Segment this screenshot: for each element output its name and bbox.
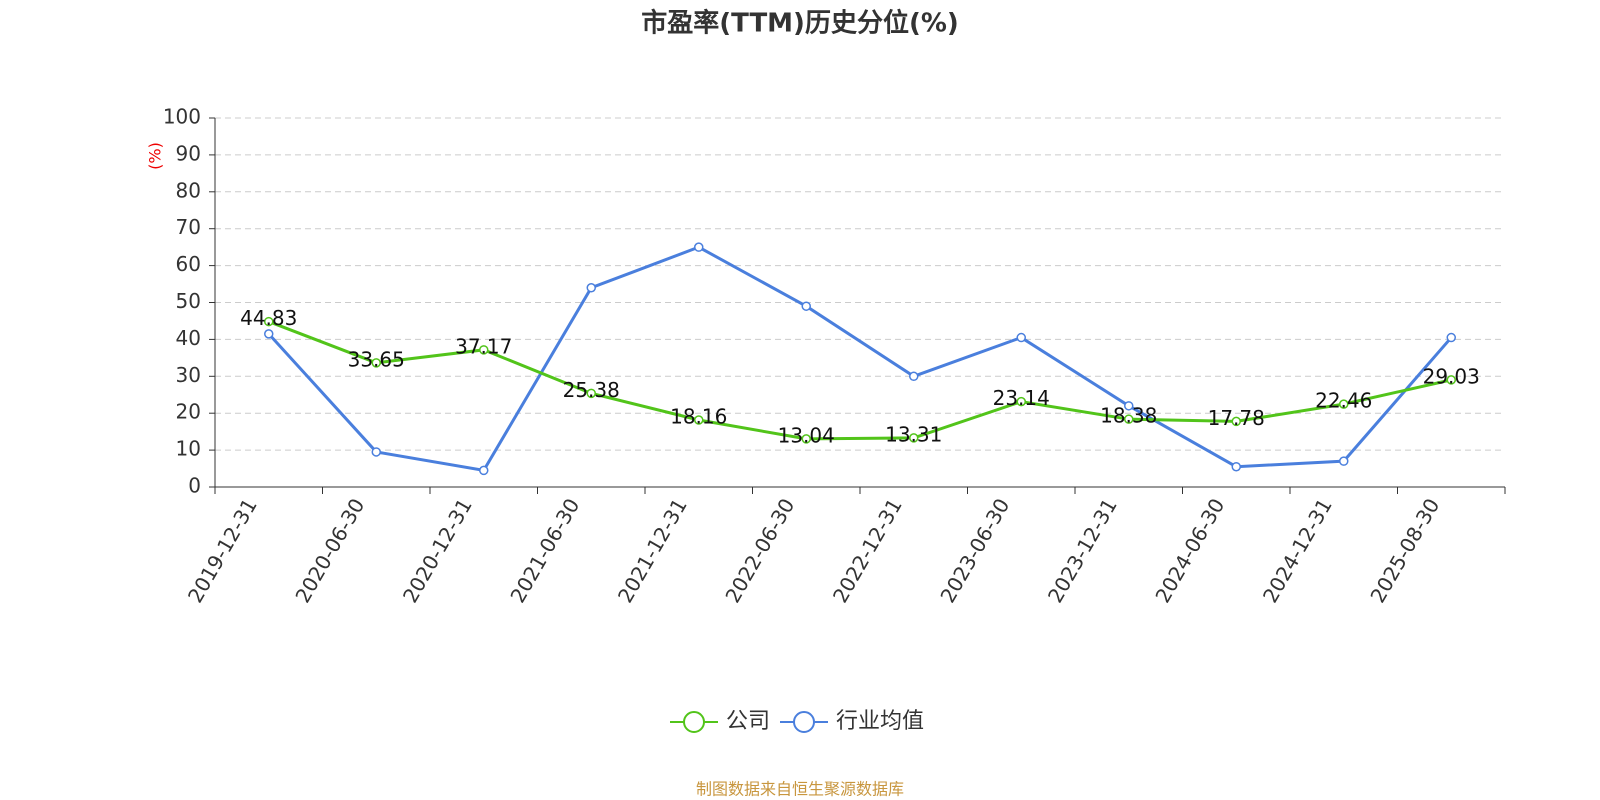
x-tick-label: 2021-06-30 <box>505 494 584 607</box>
data-label: 17.78 <box>1208 406 1265 430</box>
x-tick-label: 2019-12-31 <box>183 494 262 607</box>
x-tick-label: 2023-12-31 <box>1043 494 1122 607</box>
x-tick-label: 2025-08-30 <box>1365 494 1444 607</box>
x-tick-label: 2022-12-31 <box>828 494 907 607</box>
point <box>1124 414 1134 424</box>
data-label: 37.17 <box>455 334 512 358</box>
point <box>909 371 919 382</box>
point <box>1339 456 1349 466</box>
point <box>694 242 704 252</box>
point <box>479 465 489 476</box>
point <box>694 415 704 425</box>
source-note: 制图数据来自恒生聚源数据库 <box>696 780 904 799</box>
point <box>1016 396 1026 407</box>
chart-title: 市盈率(TTM)历史分位(%) <box>641 8 959 39</box>
y-tick-label: 50 <box>176 289 201 313</box>
point <box>1339 399 1349 409</box>
legend-label: 公司 <box>726 709 770 734</box>
data-label: 18.16 <box>670 404 727 428</box>
point <box>909 433 919 443</box>
point <box>371 447 381 457</box>
y-tick-label: 80 <box>176 178 201 202</box>
legend-marker <box>793 711 815 733</box>
x-tick-label: 2022-06-30 <box>720 494 799 607</box>
point <box>586 388 596 399</box>
data-label: 33.65 <box>348 347 405 371</box>
y-tick-label: 40 <box>176 326 201 350</box>
data-label: 22.46 <box>1315 389 1372 413</box>
series-line <box>267 245 1453 473</box>
x-tick-label: 2021-12-31 <box>613 494 692 607</box>
y-tick-label: 60 <box>176 252 201 276</box>
legend-item[interactable]: 行业均值 <box>780 709 924 734</box>
point <box>801 301 811 311</box>
x-tick-label: 2020-06-30 <box>290 494 369 607</box>
y-tick-label: 70 <box>176 215 201 239</box>
point <box>801 434 811 444</box>
point <box>264 329 274 339</box>
y-tick-label: 10 <box>176 437 201 461</box>
data-label: 29.03 <box>1423 364 1480 388</box>
x-tick-label: 2023-06-30 <box>935 494 1014 607</box>
point <box>264 316 274 327</box>
data-label: 13.31 <box>885 422 942 446</box>
point <box>1446 375 1456 385</box>
data-label: 25.38 <box>563 378 620 402</box>
point <box>1231 461 1241 472</box>
legend-item[interactable]: 公司 <box>670 709 770 734</box>
y-tick-label: 90 <box>176 141 201 165</box>
data-label: 13.04 <box>778 423 835 447</box>
y-tick-label: 30 <box>176 363 201 387</box>
x-tick-label: 2024-06-30 <box>1150 494 1229 607</box>
x-tick-label: 2020-12-31 <box>398 494 477 607</box>
y-tick-label: 100 <box>163 105 201 129</box>
y-tick-label: 20 <box>176 400 201 424</box>
x-tick-label: 2024-12-31 <box>1258 494 1337 607</box>
series-line <box>268 320 1452 441</box>
data-label: 23.14 <box>993 386 1050 410</box>
point <box>1231 416 1241 427</box>
point <box>1124 401 1134 411</box>
point <box>479 345 489 355</box>
data-label: 18.38 <box>1100 404 1157 428</box>
data-label: 44.83 <box>240 306 297 330</box>
point <box>1446 332 1456 343</box>
point <box>586 282 596 293</box>
y-axis-label: (%) <box>146 142 165 170</box>
legend-marker <box>683 711 705 733</box>
point <box>1016 332 1026 343</box>
legend-label: 行业均值 <box>836 709 924 734</box>
point <box>371 358 381 368</box>
y-tick-label: 0 <box>188 474 201 498</box>
